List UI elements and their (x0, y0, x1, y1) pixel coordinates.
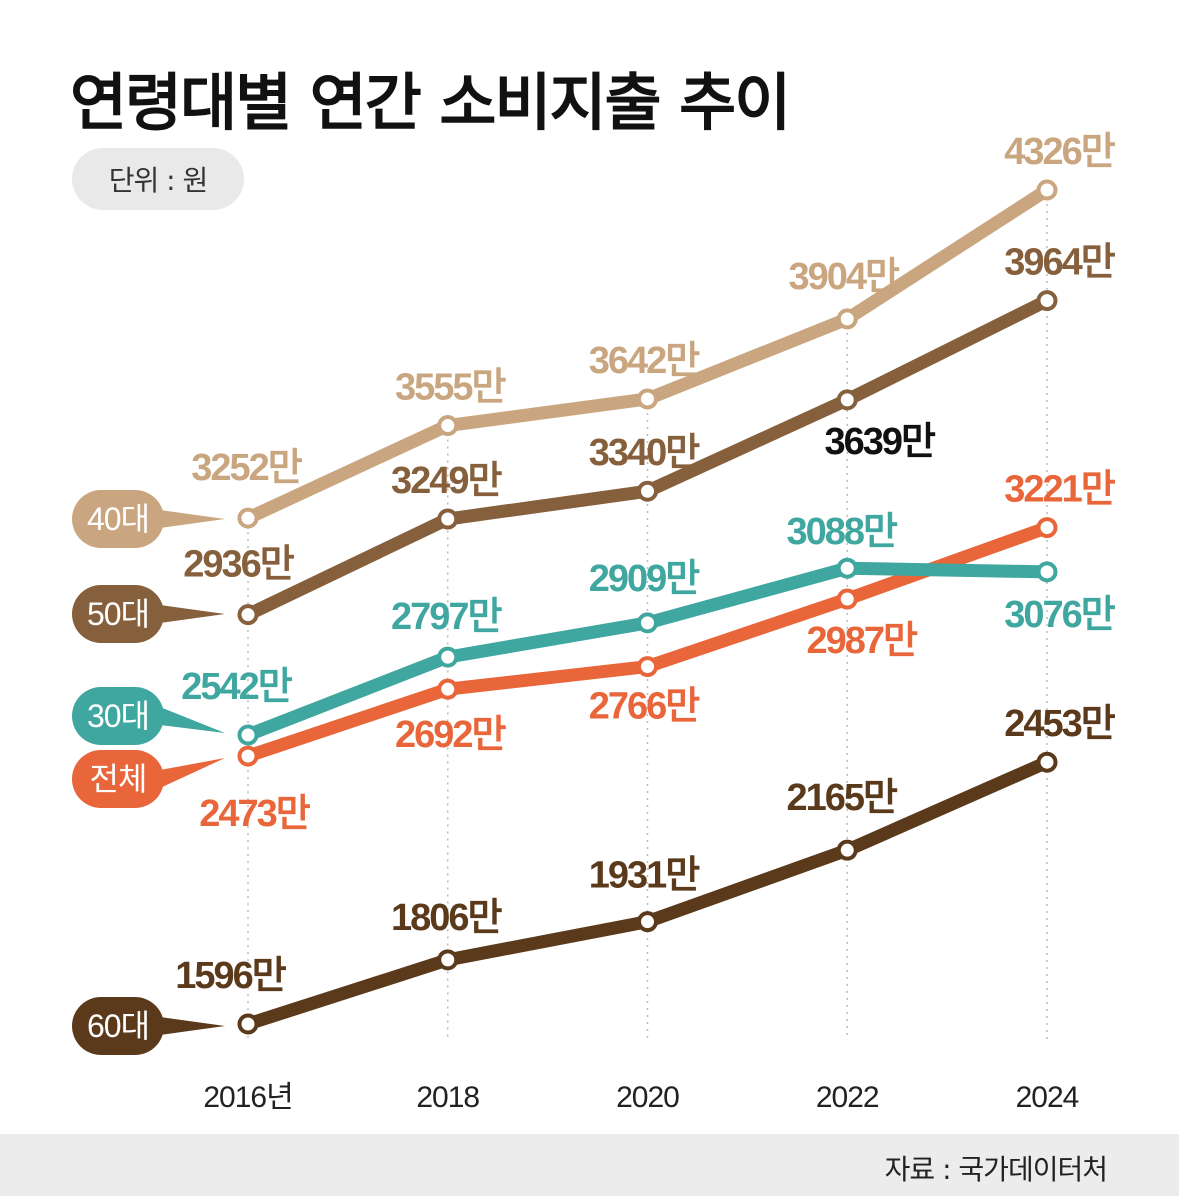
value-label-전체-2016: 2473만 (199, 793, 311, 835)
value-label-전체-2020: 2766만 (589, 686, 701, 728)
value-label-60대-2022: 2165만 (787, 777, 899, 819)
value-label-60대-2018: 1806만 (391, 897, 503, 939)
legend-label: 40대 (87, 501, 149, 537)
data-point-60대-2024 (1036, 751, 1058, 773)
value-label-30대-2018: 2797만 (391, 596, 503, 638)
legend-pointer (160, 758, 225, 788)
value-label-30대-2016: 2542만 (181, 666, 293, 708)
legend-pointer (160, 707, 225, 733)
data-point-40대-2022 (836, 308, 858, 330)
data-point-50대-2022 (836, 389, 858, 411)
labels-layer: 3252만 3555만 3642만 3904만 4326만 2936만 3249만 3340만… (175, 131, 1118, 997)
value-label-60대-2024: 2453만 (1004, 703, 1116, 745)
x-tick-label: 2016년 (203, 1081, 292, 1114)
data-point-60대-2020 (637, 911, 658, 933)
x-tick-label: 2020 (616, 1081, 679, 1114)
value-label-50대-2016: 2936만 (183, 544, 295, 586)
legend-pill (72, 585, 164, 643)
value-label-50대-2018: 3249만 (391, 460, 503, 502)
data-point-40대-2018 (437, 415, 459, 437)
legend-pointer (160, 510, 225, 528)
legend-item-40대: 40대 (72, 490, 225, 548)
data-point-50대-2016 (237, 604, 259, 626)
data-point-40대-2024 (1036, 179, 1058, 201)
data-point-전체-2016 (237, 745, 259, 767)
legend-pointer (160, 1017, 225, 1035)
value-label-40대-2016: 3252만 (191, 447, 303, 489)
lines-layer (241, 183, 1054, 1031)
value-label-50대-2022: 3639만 (825, 421, 937, 463)
x-tick-label: 2024 (1016, 1081, 1079, 1114)
value-label-60대-2016: 1596만 (175, 955, 287, 997)
value-label-전체-2018: 2692만 (395, 714, 507, 756)
data-point-전체-2018 (437, 678, 459, 700)
data-point-50대-2024 (1036, 290, 1058, 312)
legend-label: 전체 (90, 761, 147, 797)
value-label-30대-2020: 2909만 (589, 558, 701, 600)
legend-label: 60대 (87, 1008, 149, 1044)
legend-pill (72, 750, 164, 808)
data-point-40대-2016 (237, 507, 259, 529)
data-point-60대-2022 (836, 839, 858, 861)
grid-layer (247, 190, 1048, 1040)
data-point-전체-2024 (1036, 517, 1058, 539)
value-label-전체-2022: 2987만 (807, 620, 919, 662)
data-point-30대-2016 (237, 724, 259, 746)
x-axis: 2016년 2018 2020 2022 2024 (203, 1081, 1079, 1114)
legend-item-60대: 60대 (72, 997, 225, 1055)
data-point-30대-2018 (437, 646, 459, 668)
unit-badge: 단위 : 원 (72, 148, 244, 210)
legend-label: 50대 (87, 596, 149, 632)
value-label-40대-2018: 3555만 (395, 367, 507, 409)
legend-label: 30대 (87, 698, 149, 734)
data-point-30대-2024 (1036, 561, 1058, 583)
legend-pill (72, 997, 164, 1055)
legend-pill (72, 490, 164, 548)
data-point-전체-2022 (836, 588, 858, 610)
value-label-50대-2024: 3964만 (1004, 242, 1116, 284)
value-label-40대-2022: 3904만 (789, 256, 901, 298)
x-tick-label: 2022 (816, 1081, 879, 1114)
data-point-전체-2020 (637, 656, 658, 678)
value-label-50대-2020: 3340만 (589, 432, 701, 474)
x-tick-label: 2018 (416, 1081, 479, 1114)
data-point-30대-2022 (836, 557, 858, 579)
legend-pointer (160, 605, 225, 623)
data-point-50대-2020 (637, 480, 658, 502)
value-label-30대-2022: 3088만 (787, 511, 899, 553)
data-point-40대-2020 (637, 388, 658, 410)
value-label-전체-2024: 3221만 (1004, 469, 1116, 511)
data-point-60대-2018 (437, 949, 459, 971)
legend-item-30대: 30대 (72, 687, 225, 745)
legend-pill (72, 687, 164, 745)
value-label-40대-2020: 3642만 (589, 340, 701, 382)
data-point-30대-2020 (637, 612, 658, 634)
footer: 자료 : 국가데이터처 (0, 1134, 1179, 1196)
data-point-50대-2018 (437, 508, 459, 530)
legend-item-50대: 50대 (72, 585, 225, 643)
data-point-60대-2016 (237, 1013, 259, 1035)
source-note: 자료 : 국가데이터처 (884, 1153, 1108, 1186)
value-label-60대-2020: 1931만 (589, 855, 701, 897)
value-label-30대-2024: 3076만 (1004, 594, 1116, 636)
value-label-40대-2024: 4326만 (1004, 131, 1116, 173)
points-layer (237, 179, 1058, 1035)
legend-item-전체: 전체 (72, 750, 225, 808)
chart-title: 연령대별 연간 소비지출 추이 (70, 66, 791, 139)
